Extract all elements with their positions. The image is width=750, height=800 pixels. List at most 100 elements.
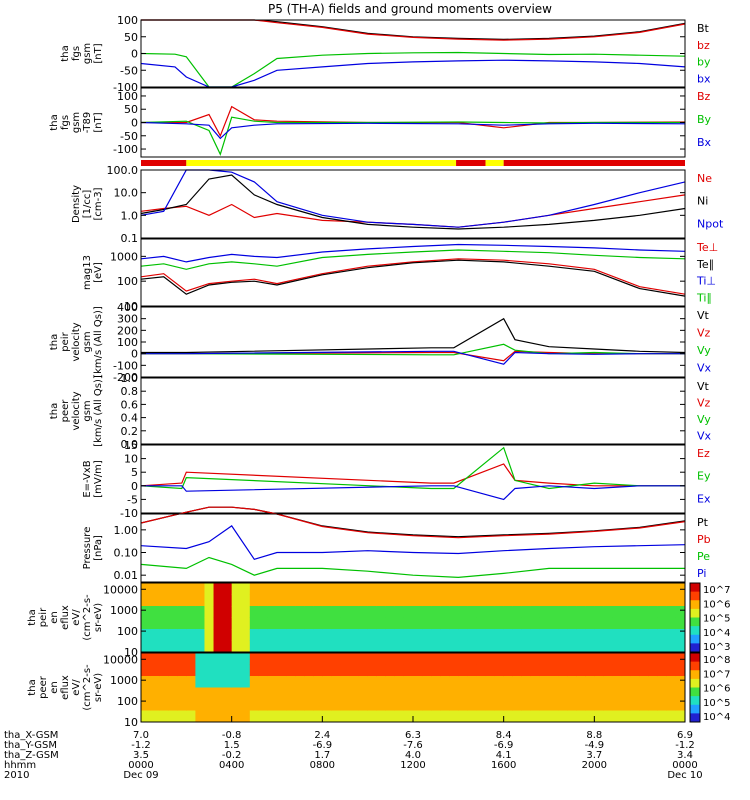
heatmap-cell [258, 664, 269, 677]
heatmap-cell [413, 606, 423, 618]
heatmap-cell [467, 710, 477, 723]
heatmap-cell [295, 617, 305, 630]
y-tick-label: 1000 [110, 250, 138, 263]
heatmap-cell [413, 617, 423, 630]
heatmap-cell [385, 583, 396, 595]
heatmap-cell [512, 583, 523, 595]
heatmap-cell [476, 676, 487, 688]
heatmap-cell [267, 653, 278, 665]
heatmap-cell [603, 583, 613, 595]
heatmap-cell [349, 687, 360, 700]
series-line-Vy [141, 343, 685, 356]
y-axis-label-line: gsm [82, 43, 93, 64]
heatmap-cell [494, 583, 505, 595]
heatmap-cell [630, 699, 641, 711]
heatmap-cell [666, 583, 677, 595]
heatmap-cell [204, 594, 215, 607]
y-tick-label: 10.0 [114, 187, 139, 200]
y-tick-label: 100.0 [107, 164, 139, 177]
heatmap-cell [177, 687, 187, 700]
heatmap-cell [648, 617, 659, 630]
heatmap-cell [231, 664, 242, 677]
heatmap-cell [168, 594, 178, 607]
heatmap-cell [240, 583, 251, 595]
heatmap-cell [612, 664, 623, 677]
colorbar-label: 10^3 [703, 642, 730, 653]
panel-pressure: Pt Pb Pe Pi 1.00 0.10 0.01 Pressure[nPa] [82, 506, 711, 583]
heatmap-cell [503, 606, 514, 618]
heatmap-cell [413, 629, 423, 641]
heatmap-cell [304, 699, 314, 711]
heatmap-cell [558, 629, 568, 641]
heatmap-cell [213, 664, 224, 677]
colorbar-step [690, 643, 700, 653]
heatmap-cell [376, 699, 387, 711]
panel-frame [140, 306, 686, 378]
heatmap-cell [258, 687, 269, 700]
legend-entry: Vy [697, 413, 711, 426]
heatmap-cell [449, 629, 459, 641]
heatmap-cell [485, 687, 496, 700]
heatmap-cell [449, 606, 459, 618]
heatmap-cell [358, 594, 369, 607]
heatmap-cell [168, 676, 178, 688]
heatmap-cell [657, 594, 668, 607]
heatmap-cell [675, 594, 686, 607]
heatmap-cell [530, 617, 541, 630]
heatmap-cell [494, 640, 505, 653]
series-line-Pi [140, 525, 686, 561]
heatmap-cell [539, 594, 550, 607]
heatmap-cell [539, 617, 550, 630]
heatmap-cell [521, 629, 532, 641]
heatmap-cell [440, 606, 450, 618]
heatmap-cell [240, 664, 251, 677]
heatmap-cell [657, 617, 668, 630]
heatmap-cell [286, 583, 296, 595]
heatmap-cell [186, 687, 196, 700]
heatmap-cell [394, 699, 405, 711]
series-line-Bx [140, 121, 686, 140]
heatmap-cell [204, 710, 215, 723]
heatmap-cell [467, 606, 477, 618]
heatmap-cell [304, 617, 314, 630]
heatmap-cell [567, 687, 577, 700]
y-tick-label: 0 [131, 48, 138, 61]
heatmap-cell [639, 583, 650, 595]
heatmap-cell [621, 676, 632, 688]
colorbar-step [690, 583, 700, 593]
heatmap-cell [340, 676, 351, 688]
heatmap-cell [657, 583, 668, 595]
heatmap-cell [322, 653, 332, 665]
y-tick-label: -50 [120, 64, 138, 77]
heatmap-cell [431, 710, 441, 723]
heatmap-cell [159, 617, 169, 630]
x-axis-value: 3.4 [677, 750, 693, 761]
heatmap-cell [322, 594, 332, 607]
heatmap-cell [322, 687, 332, 700]
legend-entry: bx [697, 72, 711, 85]
heatmap-cell [213, 629, 224, 641]
heatmap-cell [159, 710, 169, 723]
x-axis-value: 3.7 [586, 750, 602, 761]
y-tick-label: 100 [117, 14, 138, 27]
heatmap-cell [675, 687, 686, 700]
heatmap-cell [249, 640, 260, 653]
heatmap-cell [431, 629, 441, 641]
heatmap-cell [340, 606, 351, 618]
heatmap-cell [639, 676, 650, 688]
heatmap-cell [621, 653, 632, 665]
y-tick-label: -100 [113, 143, 138, 156]
heatmap-cell [639, 640, 650, 653]
heatmap-cell [549, 629, 559, 641]
heatmap-cell [195, 699, 205, 711]
heatmap-cell [467, 629, 477, 641]
heatmap-cell [385, 606, 396, 618]
heatmap-cell [585, 676, 595, 688]
heatmap-cell [440, 629, 450, 641]
heatmap-cell [657, 640, 668, 653]
heatmap-cell [422, 606, 432, 618]
heatmap-cell [141, 629, 151, 641]
heatmap-cell [539, 583, 550, 595]
heatmap-cell [331, 594, 341, 607]
y-axis-label-line: eflux [60, 605, 71, 630]
